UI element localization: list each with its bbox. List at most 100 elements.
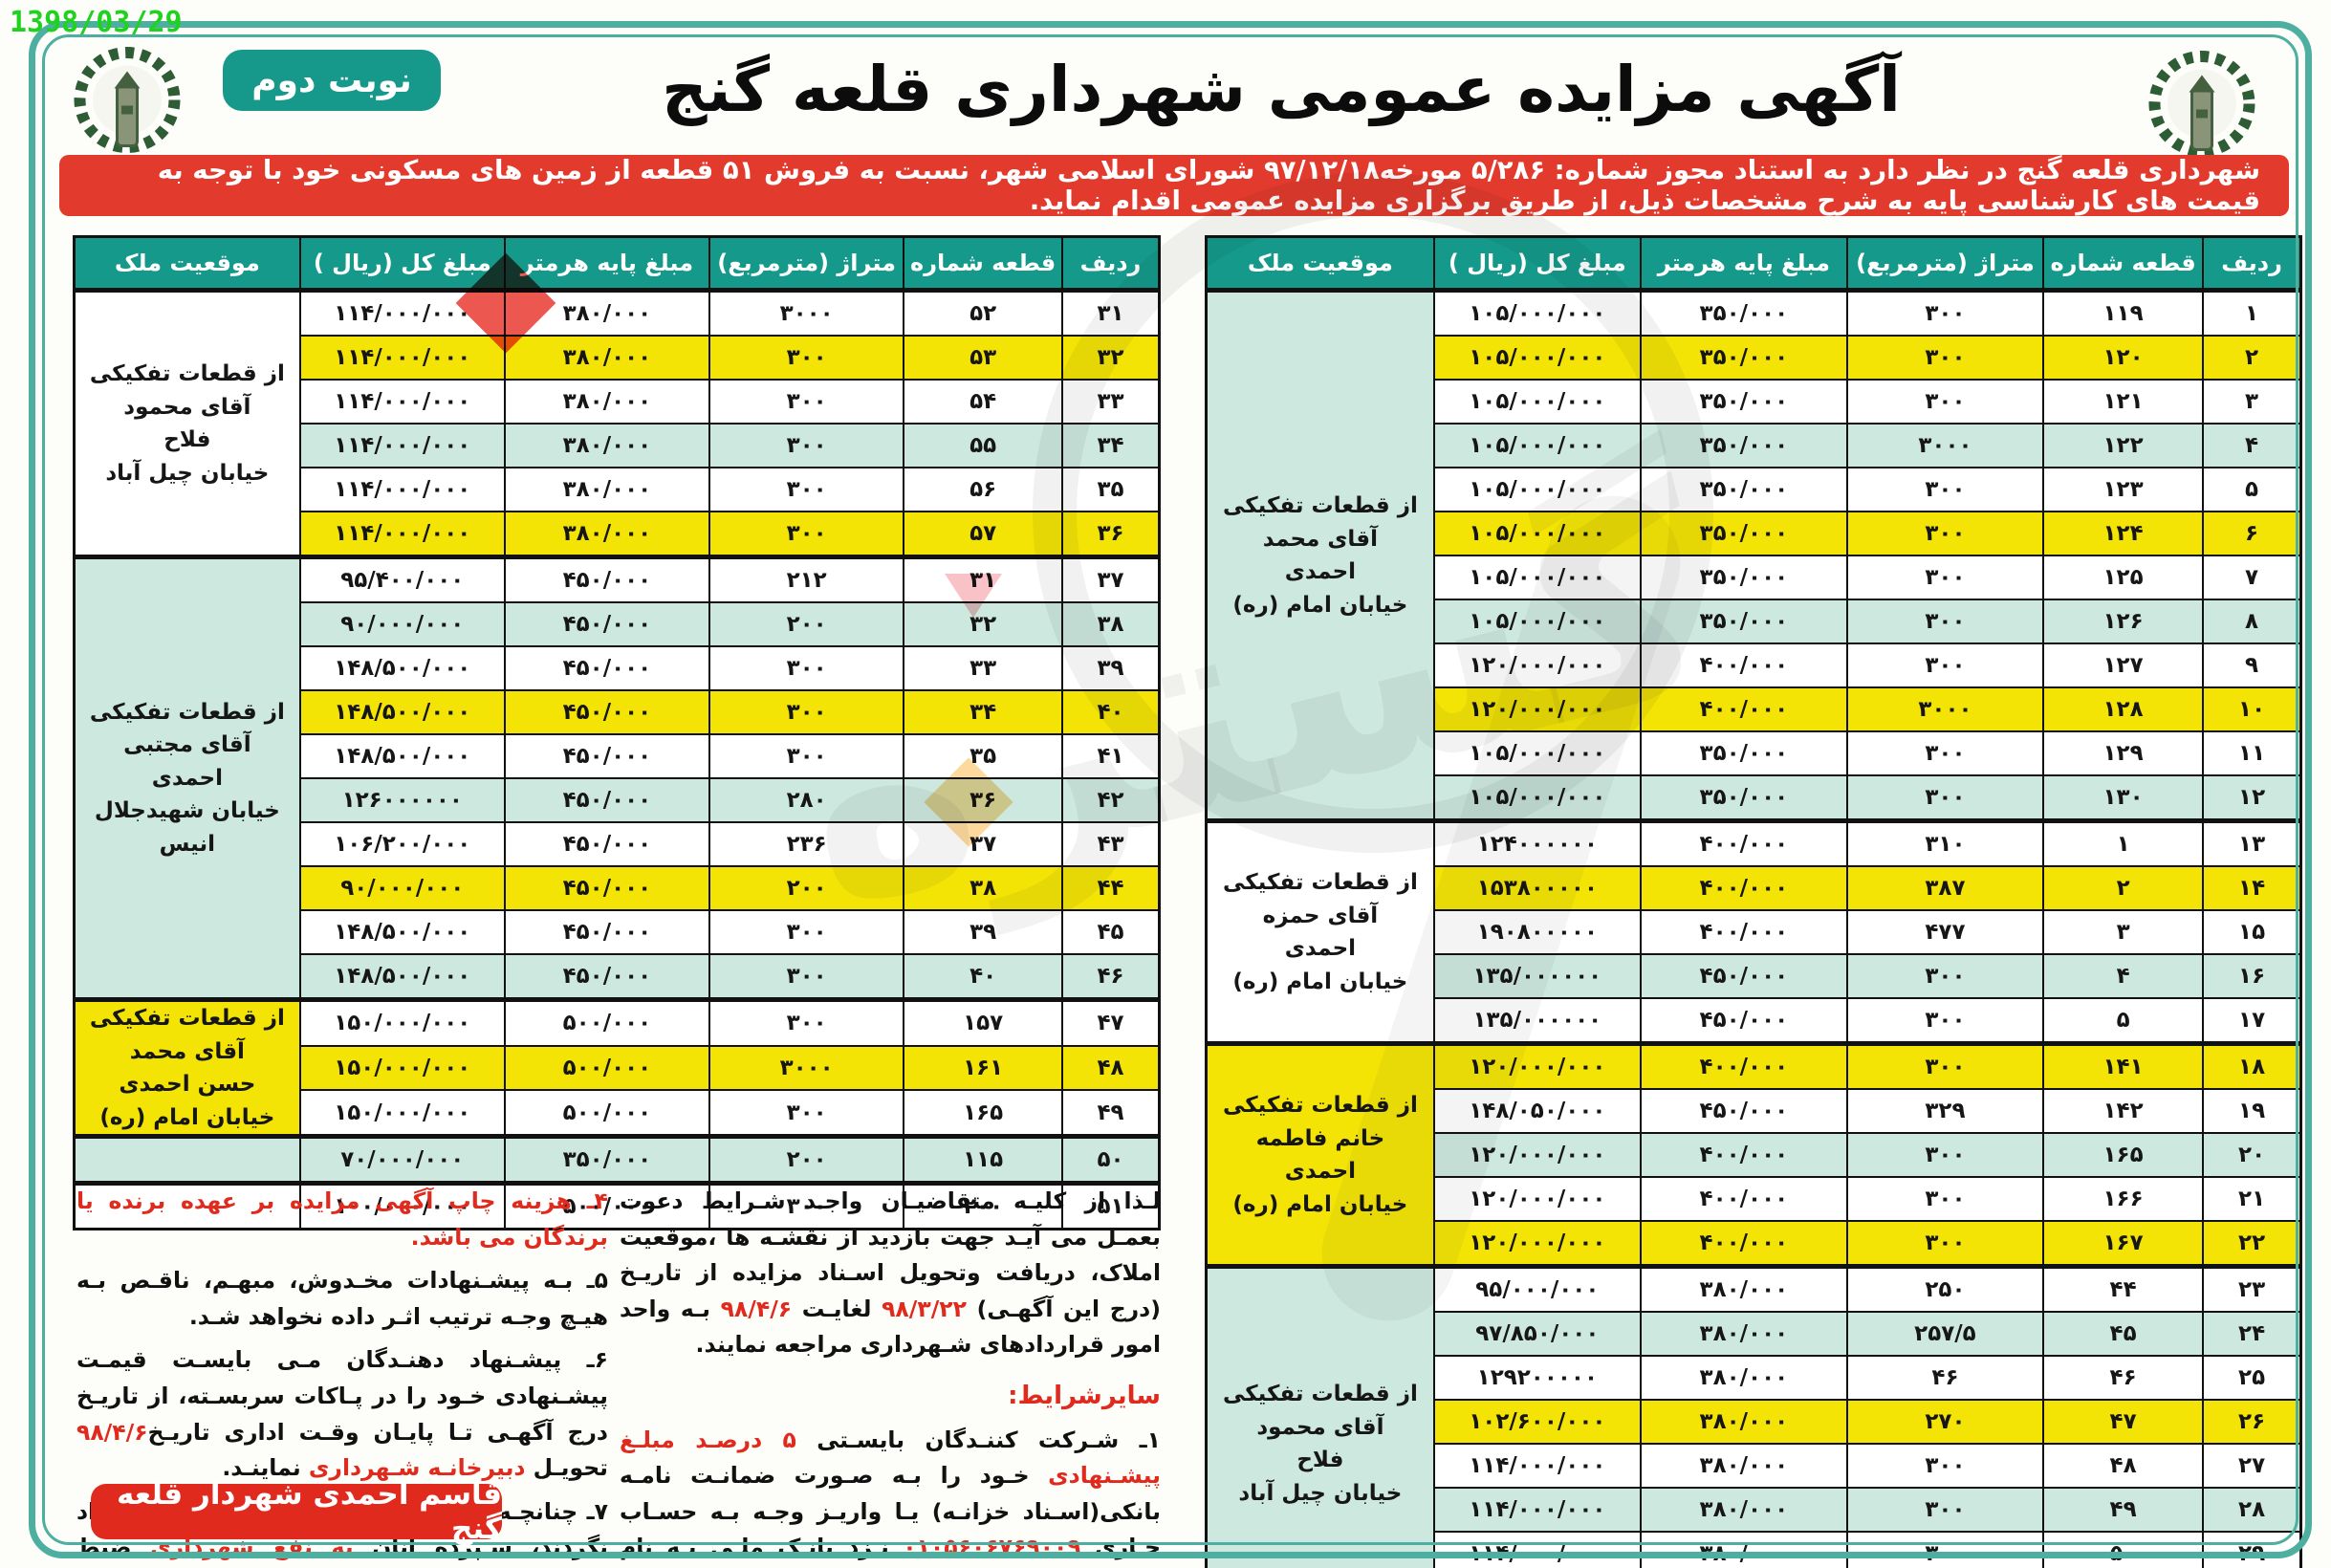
location-cell: از قطعات تفکیکی آقای محمد احمدی خیابان ا… — [1205, 288, 1435, 822]
body-text: نماینـد. — [222, 1454, 309, 1482]
base-price-cell: ۳۵۰/۰۰۰ — [1639, 335, 1848, 381]
base-price-cell: ۳۵۰/۰۰۰ — [503, 1134, 710, 1185]
condition-item: ۴ـ هزینه چاپ آگهی مزایده بر عهده برنده ی… — [76, 1184, 608, 1255]
base-price-cell: ۴۰۰/۰۰۰ — [1639, 686, 1848, 732]
row-number-cell: ۹ — [2202, 642, 2302, 688]
base-price-cell: ۴۵۰/۰۰۰ — [503, 865, 710, 911]
area-cell: ۳۰۰۰ — [1845, 423, 2045, 468]
plot-number-cell: ۳۳ — [903, 645, 1063, 691]
row-number-cell: ۲ — [2202, 335, 2302, 381]
table-row: ۱۸ ۱۴۱ ۳۰۰ ۴۰۰/۰۰۰ ۱۲۰/۰۰۰/۰۰۰ از قطعات تفکیک… — [1205, 1041, 2302, 1268]
plot-number-cell: ۱۲۱ — [2042, 379, 2205, 425]
row-number-cell: ۱۵ — [2202, 909, 2302, 955]
row-number-cell: ۴۲ — [1060, 777, 1161, 823]
total-price-cell: ۱۱۴/۰۰۰/۰۰۰ — [298, 335, 506, 381]
table-row: ۲۳ ۴۴ ۲۵۰ ۳۸۰/۰۰۰ ۹۵/۰۰۰/۰۰۰ از قطعات تفکیکی … — [1205, 1264, 2302, 1568]
area-cell: ۳۰۰ — [1845, 288, 2045, 337]
plot-number-cell: ۳۵ — [903, 733, 1063, 779]
total-price-cell: ۱۴۸/۰۵۰/۰۰۰ — [1432, 1088, 1642, 1134]
area-cell: ۳۰۰ — [708, 645, 905, 691]
table-row: ۴۸ ۱۶۱ ۳۰۰۰ ۵۰۰/۰۰۰ ۱۵۰/۰۰۰/۰۰۰ — [75, 1044, 1161, 1092]
table-row: ۲۸ ۴۹ ۳۰۰ ۳۸۰/۰۰۰ ۱۱۴/۰۰۰/۰۰۰ — [1207, 1487, 2302, 1533]
row-number-cell: ۶ — [2202, 511, 2302, 556]
plot-number-cell: ۳۷ — [903, 821, 1063, 867]
total-price-cell: ۱۰۵/۰۰۰/۰۰۰ — [1432, 730, 1642, 776]
location-cell — [73, 1181, 301, 1230]
area-cell: ۳۰۰ — [1845, 730, 2045, 776]
total-price-cell: ۱۱۴/۰۰۰/۰۰۰ — [298, 288, 506, 337]
plot-number-cell: ۱۶۵ — [903, 1089, 1063, 1138]
base-price-cell: ۳۵۰/۰۰۰ — [1639, 599, 1848, 644]
area-cell: ۳۰۰ — [1845, 1176, 2045, 1222]
highlighted-text: ۵ درصـد مبلـغ پیشـنهادی — [620, 1426, 1161, 1490]
area-cell: ۲۱۲ — [708, 555, 905, 603]
total-price-cell: ۱۱۴/۰۰۰/۰۰۰ — [298, 511, 506, 558]
row-number-cell: ۴۶ — [1060, 953, 1161, 1001]
base-price-cell: ۴۰۰/۰۰۰ — [1639, 909, 1848, 955]
total-price-cell: ۱۴۸/۵۰۰/۰۰۰ — [298, 909, 506, 955]
base-price-cell: ۵۰۰/۰۰۰ — [503, 1181, 710, 1230]
row-number-cell: ۴۱ — [1060, 733, 1161, 779]
body-text: بـه واحد امور قراردادهای شـهرداری مراجعه… — [620, 1295, 1161, 1359]
intro-banner: شهرداری قلعه گنج در نظر دارد به استناد م… — [59, 155, 2289, 216]
plot-number-cell: ۳۹ — [903, 909, 1063, 955]
area-cell: ۳۰۰ — [708, 1181, 905, 1230]
base-price-cell: ۴۰۰/۰۰۰ — [1639, 1220, 1848, 1268]
row-number-cell: ۱۲ — [2202, 774, 2302, 822]
col-location: موقعیت ملک — [73, 235, 301, 292]
row-number-cell: ۲۰ — [2202, 1132, 2302, 1178]
base-price-cell: ۵۰۰/۰۰۰ — [503, 1089, 710, 1138]
plot-number-cell: ۱۱۵ — [903, 1134, 1063, 1185]
area-cell: ۲۵۷/۵ — [1845, 1311, 2045, 1357]
total-price-cell: ۱۱۴/۰۰۰/۰۰۰ — [298, 423, 506, 468]
lots-table-rows-31-51: ردیف قطعه شماره متراژ (مترمربع) مبلغ پایه ه… — [73, 235, 1161, 1230]
base-price-cell: ۳۵۰/۰۰۰ — [1639, 555, 1848, 600]
base-price-cell: ۳۵۰/۰۰۰ — [1639, 774, 1848, 822]
base-price-cell: ۳۸۰/۰۰۰ — [503, 335, 710, 381]
total-price-cell: ۱۰۵/۰۰۰/۰۰۰ — [1432, 335, 1642, 381]
base-price-cell: ۳۵۰/۰۰۰ — [1639, 288, 1848, 337]
lots-table-rows-1-30: ردیف قطعه شماره متراژ (مترمربع) مبلغ پایه ه… — [1205, 235, 2302, 1568]
row-number-cell: ۸ — [2202, 599, 2302, 644]
page-title: آگهی مزایده عمومی شهرداری قلعه گنج — [662, 52, 1902, 126]
table-row: ۴۶ ۴۰ ۳۰۰ ۴۵۰/۰۰۰ ۱۴۸/۵۰۰/۰۰۰ — [75, 953, 1161, 1001]
condition-item: لـذا از کلیـه متقاضیـان واجـد شـرایط دعو… — [620, 1184, 1161, 1363]
col-area: متراژ (مترمربع) — [1845, 235, 2045, 292]
row-number-cell: ۴۷ — [1060, 996, 1161, 1047]
base-price-cell: ۳۸۰/۰۰۰ — [503, 379, 710, 425]
plot-number-cell: ۱۴۲ — [2042, 1088, 2205, 1134]
table-row: ۳۳ ۵۴ ۳۰۰ ۳۸۰/۰۰۰ ۱۱۴/۰۰۰/۰۰۰ — [75, 379, 1161, 425]
total-price-cell: ۱۴۸/۵۰۰/۰۰۰ — [298, 733, 506, 779]
base-price-cell: ۳۸۰/۰۰۰ — [503, 288, 710, 337]
table-header-row: ردیف قطعه شماره متراژ (مترمربع) مبلغ پایه ه… — [73, 235, 1161, 292]
base-price-cell: ۳۵۰/۰۰۰ — [1639, 511, 1848, 556]
row-number-cell: ۲۲ — [2202, 1220, 2302, 1268]
base-price-cell: ۴۵۰/۰۰۰ — [503, 821, 710, 867]
base-price-cell: ۴۰۰/۰۰۰ — [1639, 1041, 1848, 1090]
total-price-cell: ۱۳۵/۰۰۰۰۰۰ — [1432, 953, 1642, 999]
plot-number-cell: ۴۰ — [903, 953, 1063, 1001]
conditions-heading: سایرشرایط: — [620, 1377, 1161, 1417]
plot-number-cell: ۱۲۶ — [2042, 599, 2205, 644]
row-number-cell: ۳۲ — [1060, 335, 1161, 381]
col-plot-number: قطعه شماره — [2042, 235, 2205, 292]
highlighted-text: ۹۸/۳/۲۲ — [882, 1295, 967, 1322]
total-price-cell: ۱۵۰/۰۰۰/۰۰۰ — [298, 1089, 506, 1138]
plot-number-cell: ۳۲ — [903, 601, 1063, 647]
area-cell: ۳۰۰ — [708, 1089, 905, 1138]
total-price-cell: ۱۱۴/۰۰۰/۰۰۰ — [1432, 1487, 1642, 1533]
total-price-cell: ۱۲۰/۰۰۰/۰۰۰ — [1432, 1176, 1642, 1222]
total-price-cell: ۱۰۶/۲۰۰/۰۰۰ — [298, 821, 506, 867]
table-row: ۳۱ ۵۲ ۳۰۰۰ ۳۸۰/۰۰۰ ۱۱۴/۰۰۰/۰۰۰ از قطعات تفکیک… — [73, 288, 1161, 558]
col-total-price: مبلغ کل (ریال ) — [1432, 235, 1642, 292]
area-cell: ۳۱۰ — [1845, 818, 2045, 867]
location-cell — [73, 1134, 301, 1185]
base-price-cell: ۳۸۰/۰۰۰ — [1639, 1399, 1848, 1445]
plot-number-cell: ۱۳۰ — [2042, 774, 2205, 822]
col-row-number: ردیف — [1060, 235, 1161, 292]
total-price-cell: ۱۴۸/۵۰۰/۰۰۰ — [298, 645, 506, 691]
row-number-cell: ۱۶ — [2202, 953, 2302, 999]
total-price-cell: ۹۵/۴۰۰/۰۰۰ — [298, 555, 506, 603]
area-cell: ۳۸۷ — [1845, 865, 2045, 911]
